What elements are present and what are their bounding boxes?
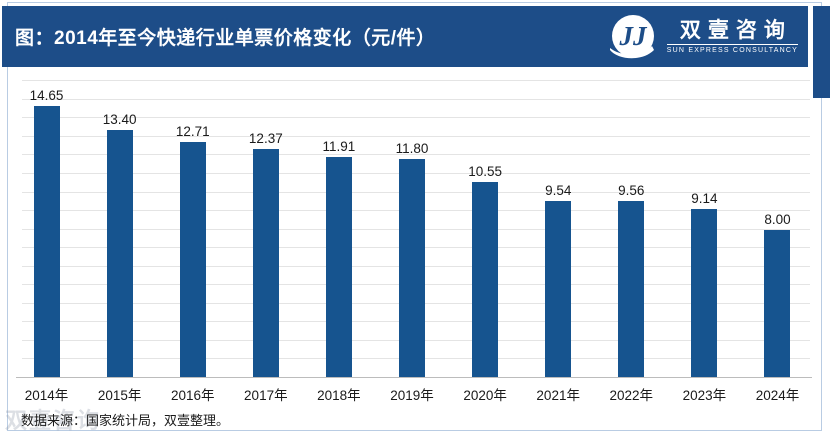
x-axis-tick-label: 2019年 [390,388,434,403]
x-axis-tick-label: 2022年 [609,388,654,403]
bar-series: 14.65 13.40 12.71 12.37 11.91 11.80 10.55 9.54 9… [10,72,814,378]
x-axis-tick-label: 2016年 [170,388,215,403]
bar-value-label: 13.40 [102,111,137,127]
bar [106,129,133,378]
gridline [22,117,810,119]
bar-column-2021年: 9.54 [522,72,595,378]
x-axis-line [16,377,812,378]
bar-column-2018年: 11.91 [302,72,375,378]
x-axis-tick-label: 2014年 [24,388,69,403]
x-axis-tick-label: 2020年 [463,388,507,403]
bar-value-label: 9.14 [691,190,718,206]
gridline [22,154,810,156]
logo-divider [666,44,798,46]
x-axis-tick-label: 2024年 [755,388,800,403]
gridline [22,98,810,100]
bar-column-2024年: 8.00 [741,72,814,378]
bar-column-2015年: 13.40 [83,72,156,378]
bar-chart: 14.65 13.40 12.71 12.37 11.91 11.80 10.55 9.54 9… [10,72,814,378]
bar-column-2016年: 12.71 [156,72,229,378]
bar-column-2014年: 14.65 [10,72,83,378]
corner-accent-bar [813,6,830,98]
x-axis-tick-label: 2021年 [536,388,580,403]
bar [545,201,572,378]
x-axis-tick-label: 2023年 [682,388,727,403]
bar-column-2017年: 12.37 [229,72,302,378]
bar [33,106,60,378]
bar [618,200,645,378]
bar [179,142,206,378]
bar [472,182,499,378]
x-axis-labels: 2014年 2015年 2016年 2017年 2018年 2019年 2020年 2021年… [10,384,814,404]
company-logo: JJ 双壹咨询 SUN EXPRESS CONSULTANCY [608,12,798,62]
bar-value-label: 14.65 [29,88,64,104]
bar [325,157,352,378]
bar [764,229,791,378]
x-axis-tick-label: 2017年 [244,388,288,403]
svg-text:JJ: JJ [618,21,648,51]
bar-value-label: 9.56 [618,182,645,198]
x-axis-tick-label: 2015年 [97,388,142,403]
double-j-swoosh-icon: JJ [608,12,658,62]
bar [691,208,718,378]
logo-name-cn: 双壹咨询 [679,17,792,42]
data-source-note: 数据来源：国家统计局，双壹整理。 [21,413,230,428]
bar-value-label: 12.37 [248,130,283,146]
bar-column-2022年: 9.56 [595,72,668,378]
page-title: 图：2014年至今快递行业单票价格变化（元/件） [15,28,436,49]
logo-text: 双壹咨询 SUN EXPRESS CONSULTANCY [666,17,798,55]
gridline [22,135,810,137]
bar-value-label: 10.55 [468,164,502,180]
bar-column-2019年: 11.80 [375,72,448,378]
bar-column-2023年: 9.14 [668,72,741,378]
header-banner: 图：2014年至今快递行业单票价格变化（元/件） JJ 双壹咨询 SUN EXP… [2,6,808,67]
gridline [22,80,810,82]
bar [399,159,426,378]
bar-value-label: 11.80 [395,141,429,157]
bar-value-label: 11.91 [322,139,356,155]
bar-column-2020年: 10.55 [449,72,522,378]
bar-value-label: 12.71 [175,124,210,140]
bar-value-label: 8.00 [764,211,791,227]
logo-name-en: SUN EXPRESS CONSULTANCY [666,47,798,55]
bar [252,148,279,378]
bar-value-label: 9.54 [545,183,572,199]
x-axis-tick-label: 2018年 [317,388,361,403]
